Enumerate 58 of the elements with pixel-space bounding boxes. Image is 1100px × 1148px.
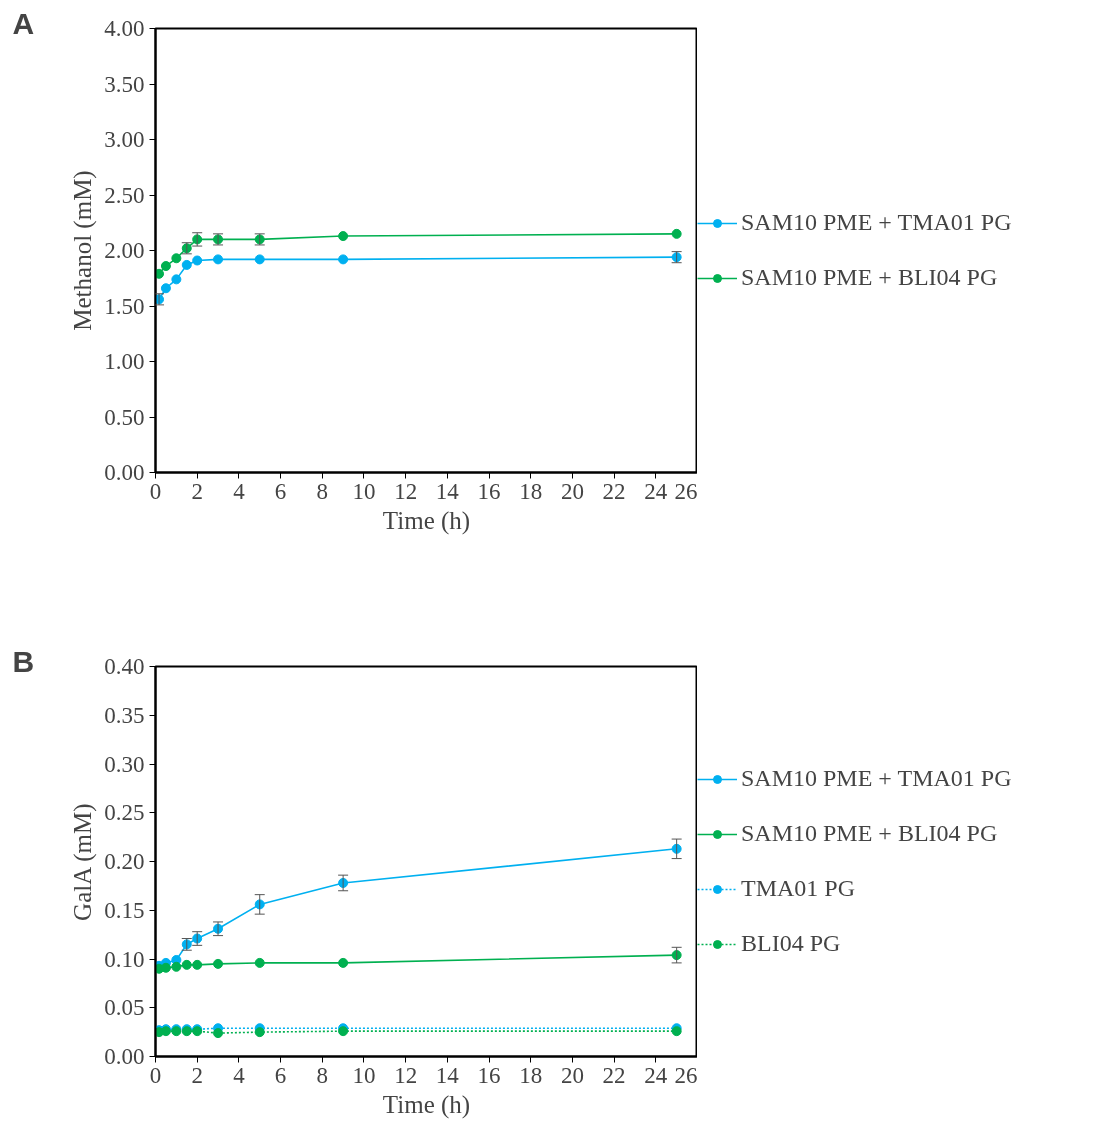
y-tick-label: 0.10 (104, 946, 145, 972)
x-tick-label: 22 (602, 478, 626, 504)
y-tick-label: 0.30 (104, 751, 145, 777)
x-tick-label: 10 (352, 478, 376, 504)
x-tick-label: 16 (477, 478, 501, 504)
y-tick-label: 2.00 (104, 238, 145, 263)
x-tick-label: 24 (644, 1062, 668, 1088)
text: B (12, 644, 35, 678)
x-tick-label: 26 (674, 478, 698, 504)
x-tick-label: 0 (149, 478, 162, 504)
legend-label: SAM10 PME + BLI04 PG (741, 264, 998, 291)
y-tick-label: 0.40 (104, 654, 145, 679)
x-tick-label: 4 (233, 478, 246, 504)
x-tick-label: 0 (149, 1062, 162, 1088)
y-tick-label: 0.00 (104, 1044, 145, 1069)
x-tick-label: 18 (519, 478, 543, 504)
y-tick-label: 0.05 (104, 995, 145, 1021)
x-tick-label: 16 (477, 1062, 501, 1088)
x-tick-label: 2 (191, 478, 203, 504)
x-tick-label: 14 (435, 1062, 460, 1088)
y-tick-label: 1.50 (104, 293, 145, 319)
x-tick-label: 12 (394, 478, 418, 504)
x-tick-label: 6 (274, 1062, 287, 1088)
y-tick-label: 3.50 (104, 71, 145, 97)
y-tick-label: 0.35 (104, 702, 145, 728)
x-tick-label: 8 (316, 478, 329, 504)
x-tick-label: 26 (674, 1062, 698, 1088)
x-tick-label: 14 (435, 478, 460, 504)
y-tick-label: 0.50 (104, 404, 145, 430)
y-tick-label: 0.00 (104, 460, 145, 485)
x-tick-label: 24 (644, 478, 668, 504)
x-tick-label: 20 (560, 1062, 584, 1088)
legend-label: SAM10 PME + TMA01 PG (741, 209, 1012, 236)
y-tick-label: 0.20 (104, 849, 145, 874)
y-tick-label: 0.25 (104, 800, 145, 826)
x-tick-label: 12 (394, 1062, 418, 1088)
x-tick-label: 8 (316, 1062, 329, 1088)
x-axis-title: Time (h) (382, 506, 471, 535)
x-tick-label: 20 (560, 478, 584, 504)
y-tick-label: 1.00 (104, 349, 145, 374)
legend-label: SAM10 PME + BLI04 PG (741, 820, 998, 847)
x-tick-label: 10 (352, 1062, 376, 1088)
x-tick-label: 18 (519, 1062, 543, 1088)
x-tick-label: 22 (602, 1062, 626, 1088)
legend-label: TMA01 PG (741, 875, 856, 902)
x-tick-label: 2 (191, 1062, 203, 1088)
y-axis-title: GalA (mM) (69, 803, 98, 921)
y-axis-title: Methanol (mM) (69, 170, 98, 331)
legend-label: SAM10 PME + TMA01 PG (741, 765, 1012, 792)
y-tick-label: 3.00 (104, 127, 145, 152)
x-tick-label: 4 (233, 1062, 246, 1088)
x-tick-label: 6 (274, 478, 287, 504)
y-tick-label: 4.00 (104, 16, 145, 41)
x-axis-title: Time (h) (382, 1090, 471, 1119)
y-tick-label: 2.50 (104, 182, 145, 208)
text: A (12, 6, 35, 40)
y-tick-label: 0.15 (104, 897, 145, 923)
legend-label: BLI04 PG (741, 930, 841, 957)
